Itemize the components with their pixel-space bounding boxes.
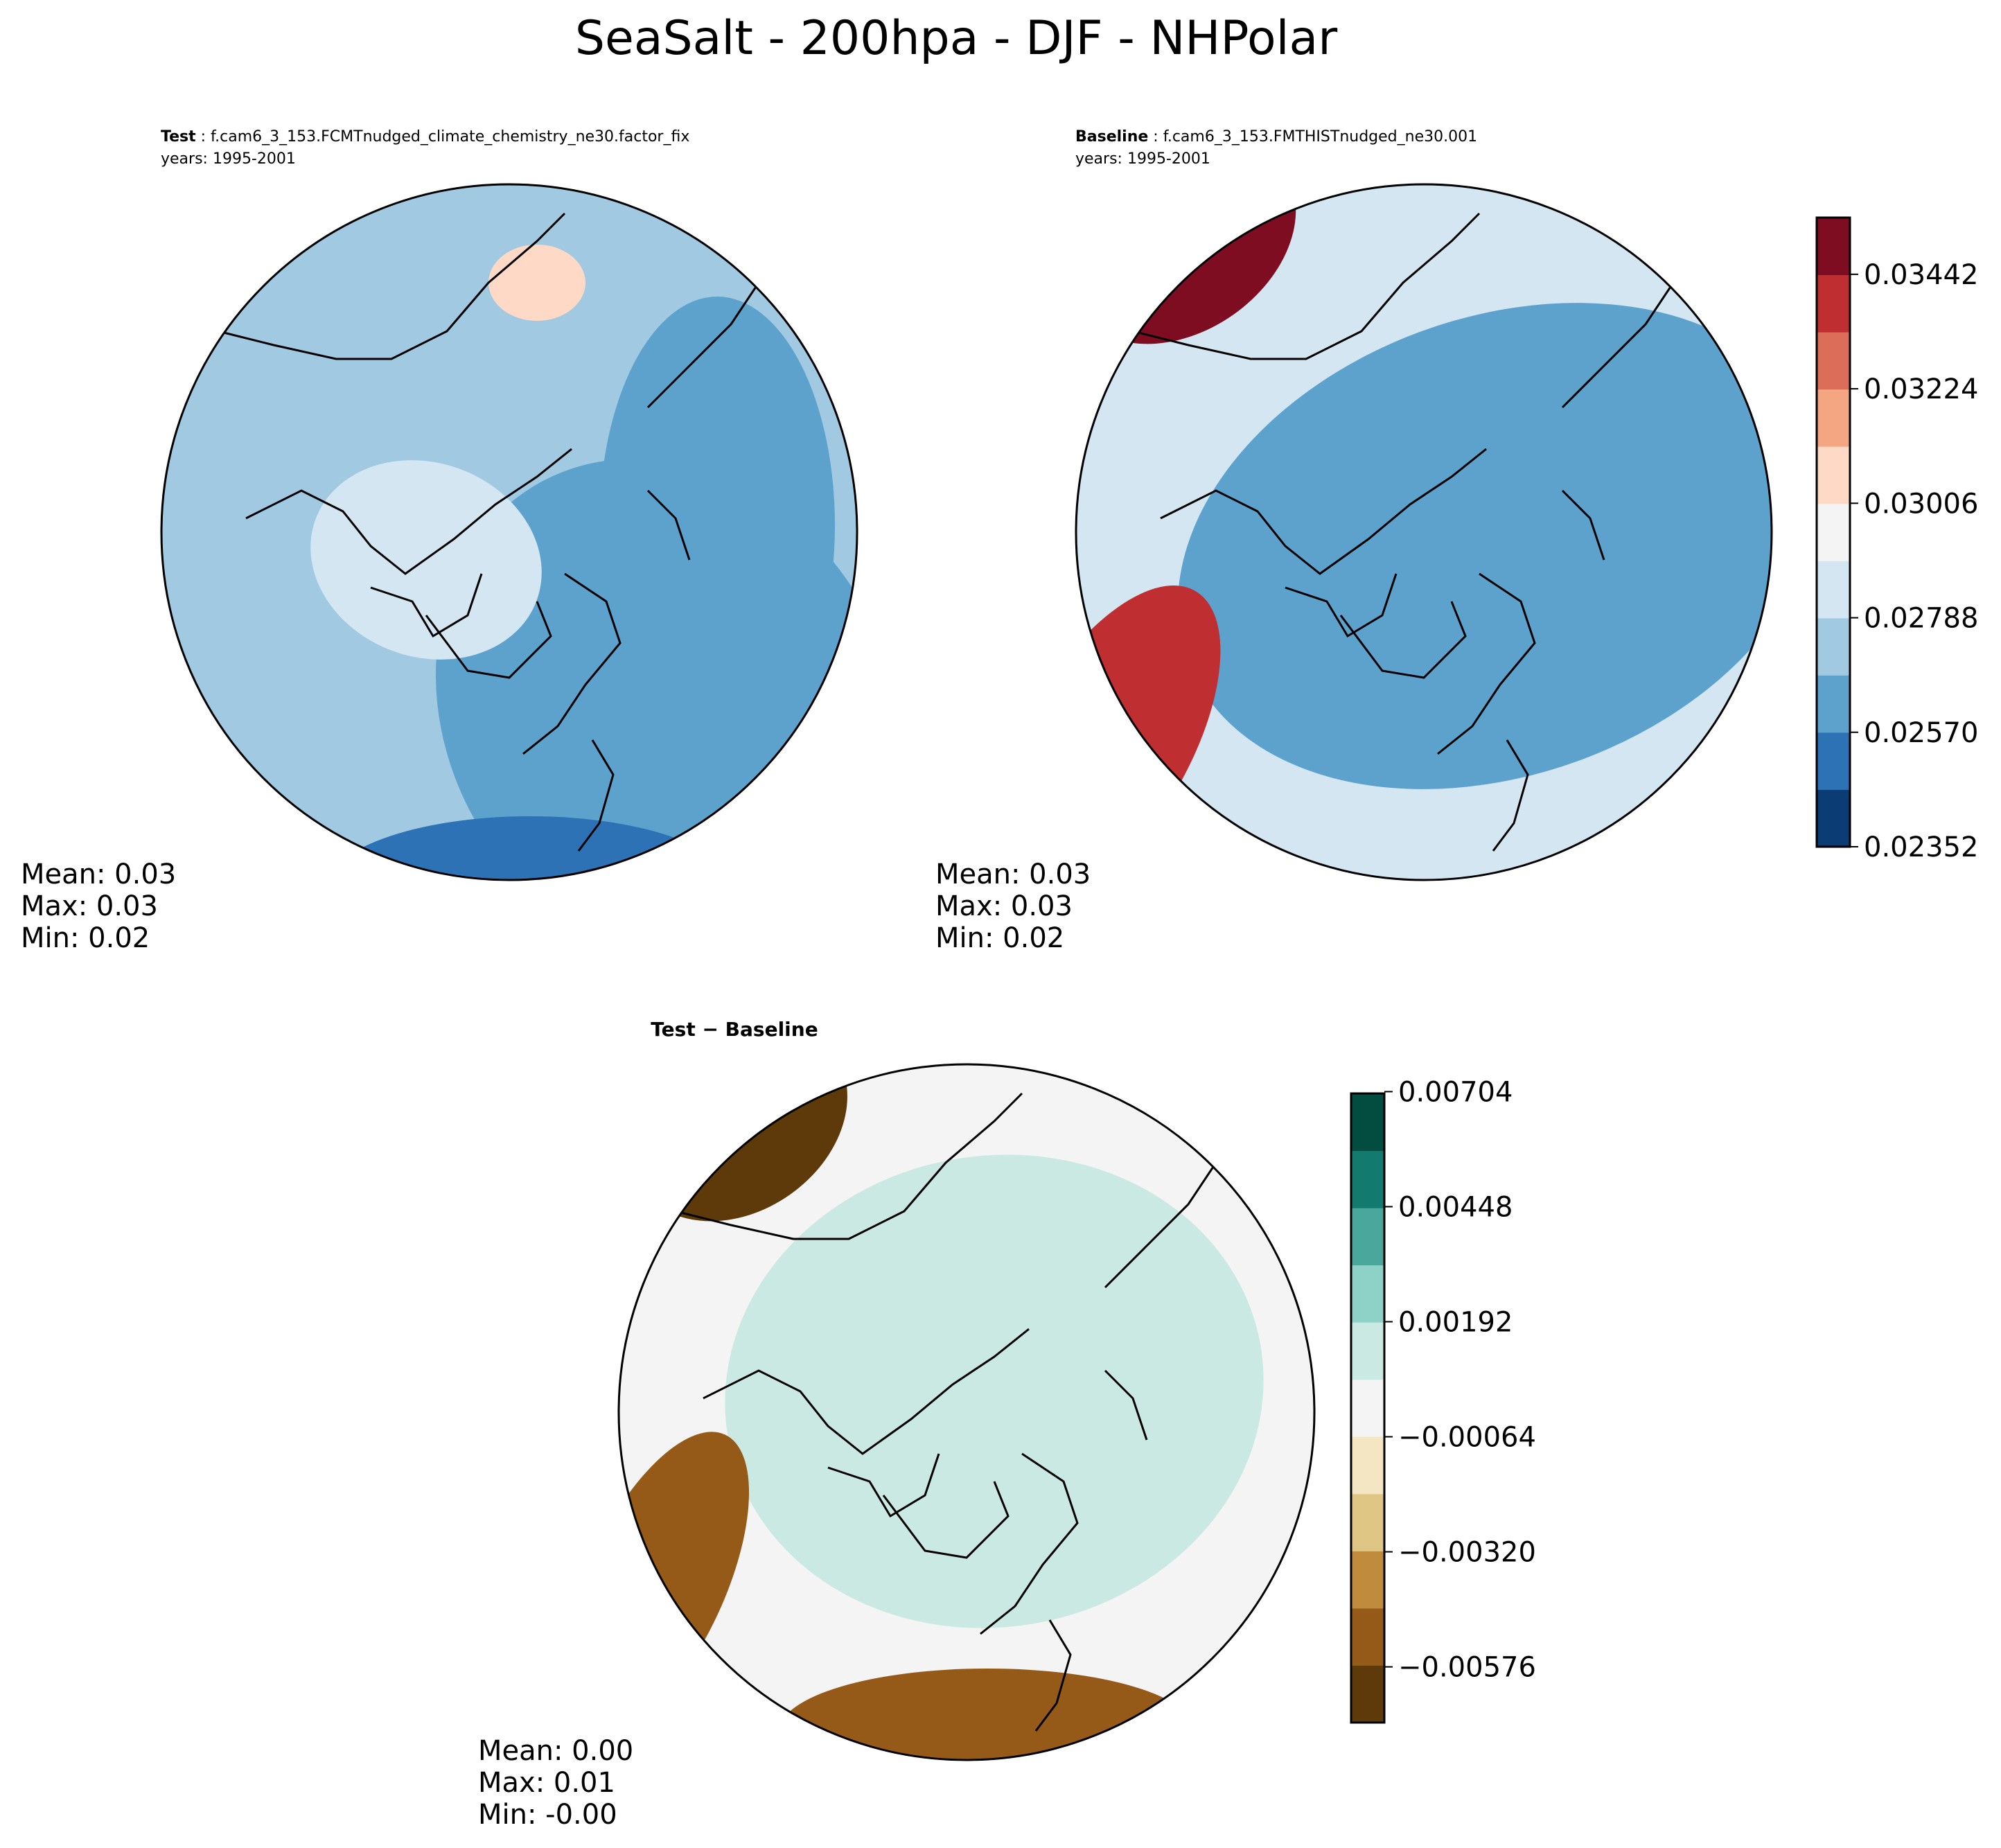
test-coastline-4 bbox=[522, 572, 622, 755]
baseline-coastline-7 bbox=[1561, 489, 1605, 561]
test-max: Max: 0.03 bbox=[21, 890, 158, 922]
difference-coastline-0 bbox=[675, 1092, 1023, 1240]
difference-coastline-5 bbox=[1034, 1619, 1072, 1732]
colorbar-top-swatch-2 bbox=[1817, 675, 1850, 733]
baseline-coastline-5 bbox=[1492, 739, 1529, 852]
difference-coastline-6 bbox=[1104, 1162, 1217, 1289]
baseline-max: Max: 0.03 bbox=[935, 890, 1073, 922]
difference-field-outer-ring bbox=[725, 1154, 1264, 1628]
test-field-europe-low bbox=[322, 816, 738, 880]
test-coastline-1 bbox=[245, 448, 572, 575]
colorbar-bottom-swatch-9 bbox=[1351, 1150, 1384, 1208]
test-coastline-0 bbox=[218, 212, 566, 360]
colorbar-bottom: 0.00704 0.00448 0.00192 −0.00064 −0.00320 −0.… bbox=[1350, 1076, 1536, 1724]
test-coastline-3 bbox=[425, 601, 552, 679]
test-coastline-7 bbox=[646, 489, 691, 561]
test-field-bering-high bbox=[488, 245, 585, 321]
baseline-coastline-0 bbox=[1132, 212, 1481, 360]
figure-title: SeaSalt - 200hpa - DJF - NHPolar bbox=[575, 11, 1337, 66]
test-mean: Mean: 0.03 bbox=[21, 859, 176, 890]
panel-test: Test : f.cam6_3_153.FCMTnudged_climate_c… bbox=[21, 128, 858, 954]
baseline-coastline-3 bbox=[1339, 601, 1467, 679]
difference-coastline-7 bbox=[1104, 1369, 1148, 1441]
colorbar-top-tick-label-4: 0.02570 bbox=[1864, 717, 1978, 749]
colorbar-top-tick-label-5: 0.02352 bbox=[1864, 831, 1978, 863]
baseline-header-case: : f.cam6_3_153.FMTHISTnudged_ne30.001 bbox=[1148, 128, 1477, 146]
colorbar-top-tick-label-3: 0.02788 bbox=[1864, 603, 1978, 635]
baseline-mean: Mean: 0.03 bbox=[935, 859, 1091, 890]
colorbar-bottom-tick-label-0: 0.00704 bbox=[1398, 1076, 1513, 1108]
colorbar-top-tick-label-0: 0.03442 bbox=[1864, 259, 1978, 291]
test-header-case: : f.cam6_3_153.FCMTnudged_climate_chemis… bbox=[196, 128, 690, 146]
diff-min: Min: -0.00 bbox=[478, 1799, 617, 1831]
colorbar-bottom-swatch-5 bbox=[1351, 1379, 1384, 1437]
diff-header: Test − Baseline bbox=[651, 1018, 818, 1041]
test-coastline-2 bbox=[370, 573, 483, 638]
colorbar-top-swatch-1 bbox=[1817, 732, 1850, 790]
test-coastline-6 bbox=[646, 282, 760, 409]
baseline-coastline-1 bbox=[1160, 448, 1487, 575]
difference-coastline-1 bbox=[703, 1328, 1030, 1455]
colorbar-bottom-swatch-3 bbox=[1351, 1493, 1384, 1551]
difference-coastline-4 bbox=[980, 1452, 1079, 1635]
diff-mean: Mean: 0.00 bbox=[478, 1735, 633, 1767]
colorbar-bottom-swatch-8 bbox=[1351, 1208, 1384, 1266]
baseline-years: years: 1995-2001 bbox=[1075, 150, 1210, 168]
colorbar-bottom-swatch-1 bbox=[1351, 1608, 1384, 1666]
baseline-map-border bbox=[1075, 183, 1773, 881]
colorbar-top-swatch-0 bbox=[1817, 789, 1850, 847]
difference-field-atlantic-min bbox=[779, 1669, 1195, 1760]
baseline-min: Min: 0.02 bbox=[935, 922, 1064, 954]
colorbar-top-outline bbox=[1815, 216, 1851, 848]
baseline-coastline-4 bbox=[1437, 572, 1536, 755]
difference-coastline-2 bbox=[827, 1453, 940, 1518]
colorbar-top-swatch-10 bbox=[1817, 218, 1850, 276]
colorbar-bottom-tick-label-4: −0.00320 bbox=[1398, 1537, 1536, 1569]
colorbar-bottom-tick-label-2: 0.00192 bbox=[1398, 1306, 1513, 1338]
colorbar-bottom-swatch-10 bbox=[1351, 1093, 1384, 1152]
colorbar-bottom-swatch-7 bbox=[1351, 1265, 1384, 1323]
panel-difference: Test − Baseline Mean: 0.00 Max: 0.01 Min… bbox=[478, 1018, 1536, 1831]
diff-map-border bbox=[617, 1063, 1316, 1761]
test-map-border bbox=[160, 183, 858, 881]
baseline-field-outer-ring bbox=[1178, 303, 1772, 789]
colorbar-top-tick-label-2: 0.03006 bbox=[1864, 488, 1978, 520]
test-years: years: 1995-2001 bbox=[161, 150, 296, 168]
baseline-header: Baseline : f.cam6_3_153.FMTHISTnudged_ne… bbox=[1075, 128, 1477, 146]
test-field-north-atlantic-pacific-sector-1 bbox=[599, 297, 835, 754]
colorbar-bottom-tick-label-5: −0.00576 bbox=[1398, 1652, 1536, 1684]
baseline-header-label: Baseline bbox=[1075, 128, 1148, 146]
colorbar-bottom-outline bbox=[1350, 1092, 1386, 1724]
colorbar-bottom-tick-label-3: −0.00064 bbox=[1398, 1422, 1536, 1454]
colorbar-bottom-swatch-4 bbox=[1351, 1436, 1384, 1495]
colorbar-top-swatch-7 bbox=[1817, 389, 1850, 447]
colorbar-bottom-swatch-0 bbox=[1351, 1665, 1384, 1723]
baseline-map bbox=[1076, 184, 1772, 880]
test-map bbox=[161, 184, 857, 880]
colorbar-top-swatch-5 bbox=[1817, 503, 1850, 561]
test-min: Min: 0.02 bbox=[21, 922, 150, 954]
colorbar-top-swatch-8 bbox=[1817, 332, 1850, 390]
test-header: Test : f.cam6_3_153.FCMTnudged_climate_c… bbox=[161, 128, 689, 146]
colorbar-top-swatch-4 bbox=[1817, 561, 1850, 619]
colorbar-top: 0.03442 0.03224 0.03006 0.02788 0.02570 0.023… bbox=[1815, 216, 1978, 863]
baseline-coastline-6 bbox=[1561, 282, 1675, 409]
diff-max: Max: 0.01 bbox=[478, 1767, 615, 1799]
baseline-coastline-2 bbox=[1285, 573, 1398, 638]
panel-baseline: Baseline : f.cam6_3_153.FMTHISTnudged_ne… bbox=[935, 128, 1978, 954]
test-coastline-5 bbox=[577, 739, 615, 852]
colorbar-top-swatch-9 bbox=[1817, 274, 1850, 333]
colorbar-top-tick-label-1: 0.03224 bbox=[1864, 373, 1978, 405]
colorbar-bottom-swatch-2 bbox=[1351, 1551, 1384, 1609]
colorbar-top-swatch-6 bbox=[1817, 446, 1850, 504]
colorbar-top-swatch-3 bbox=[1817, 617, 1850, 676]
difference-coastline-3 bbox=[882, 1481, 1010, 1559]
colorbar-bottom-tick-label-1: 0.00448 bbox=[1398, 1191, 1513, 1223]
diff-map bbox=[619, 1064, 1314, 1760]
test-header-label: Test bbox=[161, 128, 196, 146]
colorbar-bottom-swatch-6 bbox=[1351, 1322, 1384, 1380]
